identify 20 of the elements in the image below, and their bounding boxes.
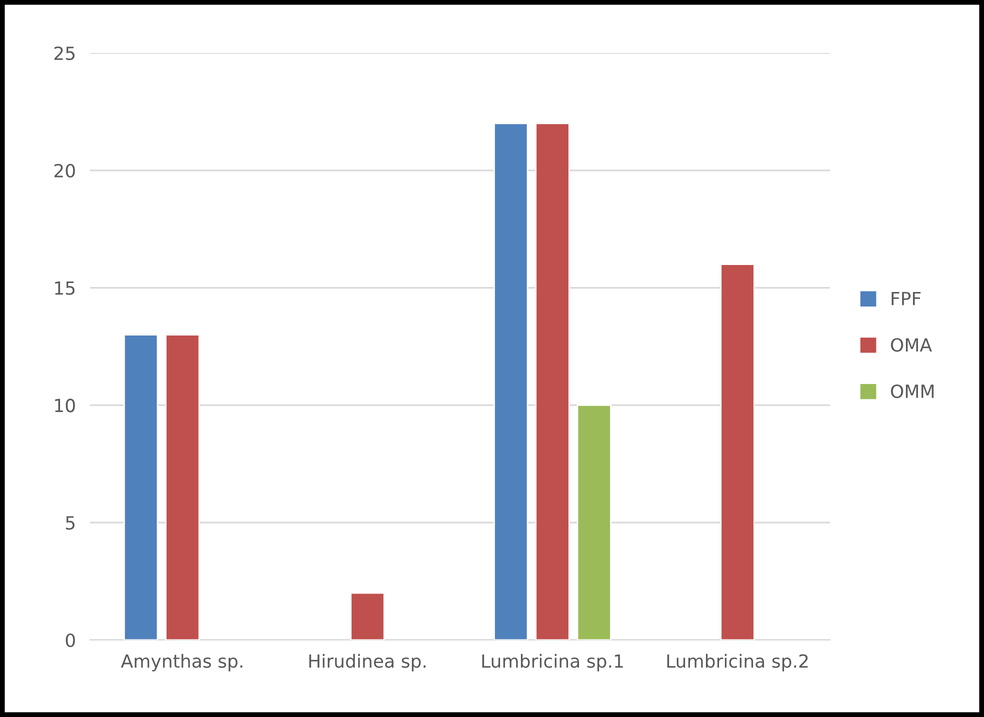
y-tick-label: 20	[54, 164, 75, 178]
bar	[720, 264, 755, 640]
bar	[124, 334, 158, 640]
legend-label: FPF	[892, 292, 921, 306]
y-tick-label: 15	[55, 281, 75, 295]
legend-label: OMM	[890, 384, 934, 398]
y-tick-label: 0	[66, 633, 75, 648]
y-tick-label: 25	[54, 46, 75, 60]
x-tick-label: Lumbricina sp.1	[482, 654, 623, 672]
bar	[350, 592, 385, 640]
bar	[165, 334, 200, 640]
bar	[535, 122, 570, 640]
x-tick-label: Lumbricina sp.2	[667, 654, 808, 672]
legend-label: OMA	[890, 338, 932, 352]
y-tick-label: 10	[55, 398, 75, 412]
x-tick-label: Amynthas sp.	[120, 654, 242, 672]
bar	[494, 122, 528, 640]
bar	[576, 404, 612, 640]
x-tick-label: Hirudinea sp.	[309, 654, 426, 672]
y-tick-label: 5	[66, 516, 75, 530]
